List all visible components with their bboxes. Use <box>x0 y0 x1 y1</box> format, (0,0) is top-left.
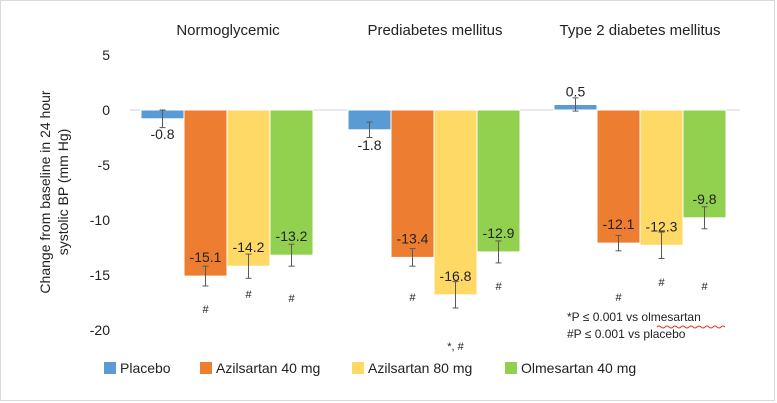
value-label-azilsartan-80-type2-diabetes: -12.3 <box>646 218 678 234</box>
bar-azilsartan-80-type2-diabetes <box>639 109 684 246</box>
legend-swatch-azilsartan-40 <box>200 362 212 374</box>
legend-swatch-placebo <box>104 362 116 374</box>
legend-label-azilsartan-40: Azilsartan 40 mg <box>216 360 320 376</box>
value-label-azilsartan-40-prediabetes: -13.4 <box>397 230 429 246</box>
significance-marker-azilsartan-80-prediabetes: *, # <box>447 341 464 353</box>
footnote-olmesartan: *P ≤ 0.001 vs olmesartan <box>567 310 701 324</box>
significance-marker-olmesartan-40-type2-diabetes: # <box>701 281 708 293</box>
y-tick-label: -10 <box>90 212 110 228</box>
bar-azilsartan-80-prediabetes <box>433 109 478 296</box>
y-tick-label: 0 <box>102 102 110 118</box>
legend-swatch-azilsartan-80 <box>352 362 364 374</box>
y-axis-title-line-1: Change from baseline in 24 hour <box>37 90 53 293</box>
significance-marker-azilsartan-80-type2-diabetes: # <box>658 277 665 289</box>
value-label-azilsartan-80-normoglycemic: -14.2 <box>233 239 265 255</box>
labels-layer: -0.8 -1.8 0.5 -15.1 # -13.4 # -12.1 # -14.2 # -16.8… <box>150 84 716 354</box>
bar-olmesartan-40-type2-diabetes <box>682 109 727 219</box>
significance-marker-azilsartan-40-type2-diabetes: # <box>615 292 622 304</box>
group-label-prediabetes: Prediabetes mellitus <box>367 22 502 39</box>
value-label-placebo-normoglycemic: -0.8 <box>150 126 174 142</box>
value-label-placebo-type2-diabetes: 0.5 <box>566 84 586 100</box>
legend: Placebo Azilsartan 40 mg Azilsartan 80 m… <box>104 360 636 376</box>
significance-marker-azilsartan-40-prediabetes: # <box>409 292 416 304</box>
value-label-olmesartan-40-prediabetes: -12.9 <box>483 225 515 241</box>
y-axis-title-line-2: systolic BP (mm Hg) <box>55 129 71 256</box>
y-tick-label: 5 <box>102 47 110 63</box>
significance-marker-azilsartan-40-normoglycemic: # <box>202 304 209 316</box>
y-tick-label: -20 <box>90 322 110 338</box>
bar-olmesartan-40-prediabetes <box>476 109 521 253</box>
value-label-olmesartan-40-type2-diabetes: -9.8 <box>692 191 716 207</box>
value-label-azilsartan-40-type2-diabetes: -12.1 <box>603 216 635 232</box>
spellcheck-underline <box>656 325 726 329</box>
footnote-placebo: #P ≤ 0.001 vs placebo <box>567 327 686 341</box>
group-label-normoglycemic: Normoglycemic <box>176 22 280 39</box>
legend-label-placebo: Placebo <box>120 360 171 376</box>
group-label-type2-diabetes: Type 2 diabetes mellitus <box>560 22 721 39</box>
legend-swatch-olmesartan-40 <box>505 362 517 374</box>
bar-olmesartan-40-normoglycemic <box>269 109 314 256</box>
significance-marker-olmesartan-40-prediabetes: # <box>495 281 502 293</box>
bars-layer <box>140 97 727 309</box>
legend-label-azilsartan-80: Azilsartan 80 mg <box>368 360 472 376</box>
significance-marker-azilsartan-80-normoglycemic: # <box>245 289 252 301</box>
value-label-placebo-prediabetes: -1.8 <box>357 137 381 153</box>
legend-label-olmesartan-40: Olmesartan 40 mg <box>521 360 636 376</box>
value-label-azilsartan-80-prediabetes: -16.8 <box>440 268 472 284</box>
value-label-olmesartan-40-normoglycemic: -13.2 <box>276 228 308 244</box>
value-label-azilsartan-40-normoglycemic: -15.1 <box>190 249 222 265</box>
bar-azilsartan-40-type2-diabetes <box>596 109 641 244</box>
significance-marker-olmesartan-40-normoglycemic: # <box>288 293 295 305</box>
y-tick-label: -5 <box>98 157 111 173</box>
y-tick-label: -15 <box>90 267 110 283</box>
bar-azilsartan-40-normoglycemic <box>183 109 228 277</box>
